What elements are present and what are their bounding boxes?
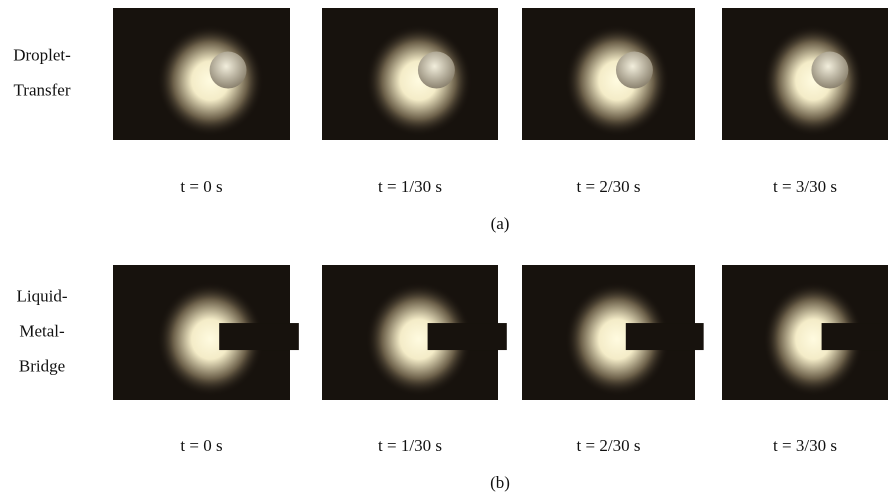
row-label: Metal- [19, 321, 65, 340]
panel-caption: (b) [490, 473, 510, 492]
electrode [428, 323, 507, 350]
time-label: t = 3/30 s [773, 177, 837, 196]
arc-glow [565, 25, 669, 136]
row-label: Bridge [19, 356, 65, 375]
electrode [219, 323, 299, 350]
time-label: t = 3/30 s [773, 436, 837, 455]
time-label: t = 2/30 s [577, 436, 641, 455]
row-label: Transfer [14, 80, 71, 99]
electrode [626, 323, 704, 350]
droplet [418, 52, 455, 89]
time-label: t = 1/30 s [378, 436, 442, 455]
droplet [210, 52, 247, 89]
panel-caption: (a) [491, 214, 510, 233]
droplet [811, 52, 848, 89]
time-label: t = 0 s [180, 436, 222, 455]
arc-glow [764, 25, 864, 136]
row-label: Liquid- [17, 286, 68, 305]
time-label: t = 1/30 s [378, 177, 442, 196]
figure: Droplet- Transfer t = 0 s t = 1/30 s t = 2/3… [0, 0, 888, 494]
arc-glow [157, 25, 263, 136]
time-label: t = 0 s [180, 177, 222, 196]
electrode [822, 323, 888, 350]
row-label: Droplet- [13, 45, 71, 64]
time-label: t = 2/30 s [577, 177, 641, 196]
droplet [616, 52, 653, 89]
arc-glow [366, 25, 472, 136]
